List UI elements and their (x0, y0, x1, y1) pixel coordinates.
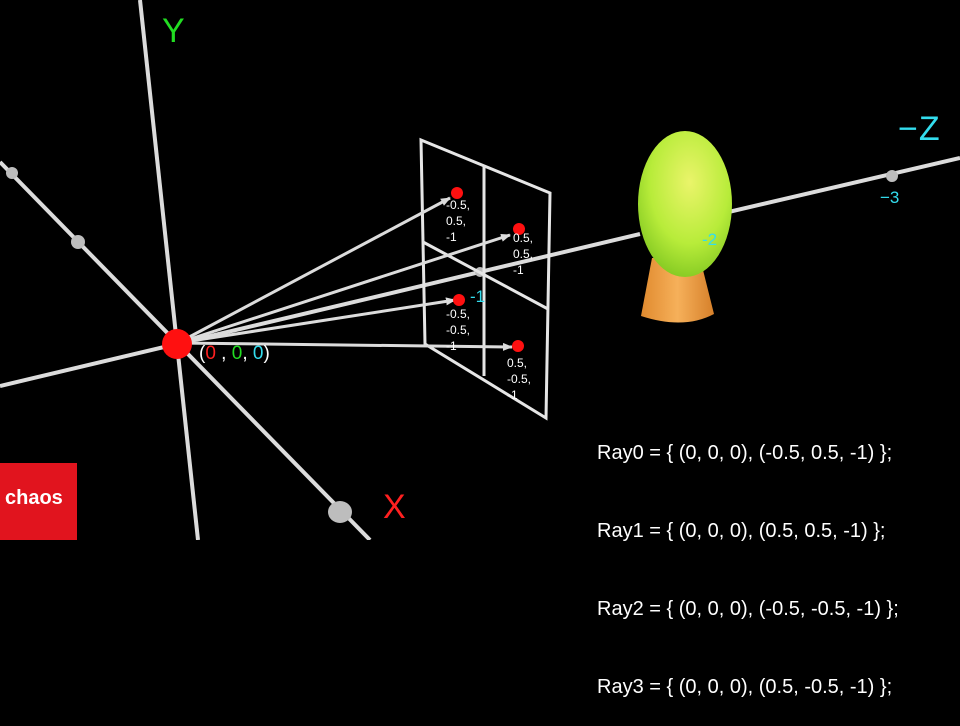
z-axis-label: −Z (898, 110, 941, 148)
x-axis-tick-3 (328, 501, 352, 523)
ray-definition-2: Ray2 = { (0, 0, 0), (-0.5, -0.5, -1) }; (597, 598, 899, 620)
y-axis-label: Y (162, 12, 185, 50)
ray-definitions: Ray0 = { (0, 0, 0), (-0.5, 0.5, -1) }; R… (597, 388, 899, 726)
origin-point (162, 329, 192, 359)
ray-3 (177, 341, 513, 351)
image-plane (419, 137, 552, 421)
point-label-3: 0.5, -0.5, -1 (507, 356, 532, 402)
sample-point-2 (453, 294, 465, 306)
origin-coordinates: (0 , 0, 0) (199, 343, 270, 364)
ray-definition-3: Ray3 = { (0, 0, 0), (0.5, -0.5, -1) }; (597, 676, 893, 698)
y-axis-line (138, 0, 200, 540)
ray-0 (177, 196, 451, 345)
rays (177, 196, 513, 351)
point-label-2: -0.5, -0.5, -1 (446, 307, 471, 353)
logo-text: chaos (5, 487, 63, 509)
sample-point-0 (451, 187, 463, 199)
x-axis-tick-2 (71, 235, 85, 249)
ray-2 (177, 297, 456, 345)
point-label-0: -0.5, 0.5, -1 (446, 198, 471, 244)
sample-point-1 (513, 223, 525, 235)
egg-shape (638, 131, 732, 277)
point-label-1: 0.5, 0.5, -1 (513, 231, 534, 277)
z-tick-label-1: -1 (470, 287, 486, 306)
z-axis-tick-3 (886, 170, 898, 182)
z-axis-line-back (0, 232, 641, 388)
ray-definition-1: Ray1 = { (0, 0, 0), (0.5, 0.5, -1) }; (597, 520, 886, 542)
sample-point-3 (512, 340, 524, 352)
z-tick-label-2: -2 (702, 230, 718, 249)
z-tick-label-3: −3 (880, 188, 900, 207)
scene-diagram (0, 0, 960, 540)
x-axis-label: X (383, 488, 406, 526)
z-axis-line-front (719, 156, 960, 216)
chaos-logo: chaos (0, 463, 77, 540)
ray-definition-0: Ray0 = { (0, 0, 0), (-0.5, 0.5, -1) }; (597, 442, 893, 464)
ray-1 (177, 233, 511, 345)
x-axis-tick-1 (6, 167, 18, 179)
